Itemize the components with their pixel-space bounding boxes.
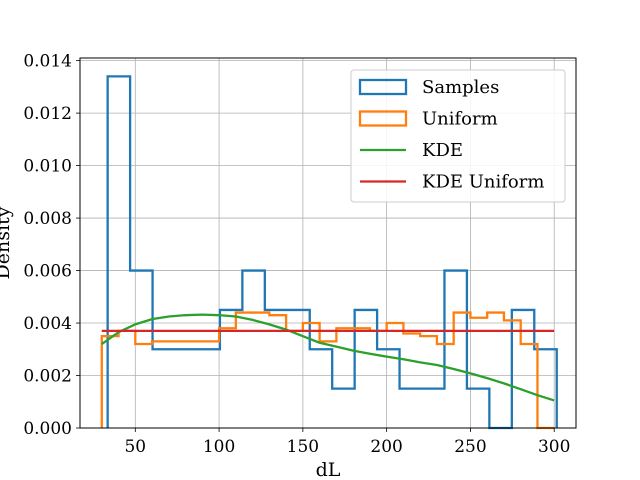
- legend: Samples Uniform KDE KDE Uniform: [350, 69, 566, 203]
- series-samples: [106, 75, 558, 430]
- x-tick-label: 250: [454, 437, 486, 457]
- legend-label-kde: KDE: [422, 140, 463, 161]
- x-tick-label: 150: [287, 437, 319, 457]
- legend-swatch-uniform: [358, 110, 408, 127]
- legend-label-samples: Samples: [422, 77, 499, 98]
- y-tick-label: 0.014: [23, 52, 72, 72]
- legend-label-uniform: Uniform: [422, 109, 498, 130]
- y-tick-label: 0.000: [23, 419, 72, 439]
- y-tick-label: 0.012: [23, 104, 72, 124]
- x-tick-label: 300: [538, 437, 570, 457]
- ticks: 50 100 150 200 250 300 0.000 0.002 0.004 0.006 0.0…: [23, 52, 570, 457]
- x-tick-label: 100: [203, 437, 235, 457]
- legend-label-kde-uniform: KDE Uniform: [422, 172, 544, 193]
- legend-swatch-samples: [358, 78, 408, 96]
- plot-frame: [79, 57, 577, 429]
- x-tick-label: 200: [370, 437, 402, 457]
- x-axis-label: dL: [316, 459, 341, 480]
- y-tick-label: 0.010: [23, 157, 72, 177]
- y-tick-label: 0.004: [23, 314, 72, 334]
- y-axis-label: Density: [0, 206, 14, 279]
- y-tick-label: 0.006: [23, 262, 72, 282]
- y-tick-label: 0.002: [23, 367, 72, 387]
- x-tick-label: 50: [124, 437, 146, 457]
- series-uniform: [100, 311, 555, 430]
- series-kde: [101, 313, 555, 402]
- legend-box: [350, 69, 566, 203]
- y-tick-label: 0.008: [23, 209, 72, 229]
- series-layer: [100, 75, 558, 430]
